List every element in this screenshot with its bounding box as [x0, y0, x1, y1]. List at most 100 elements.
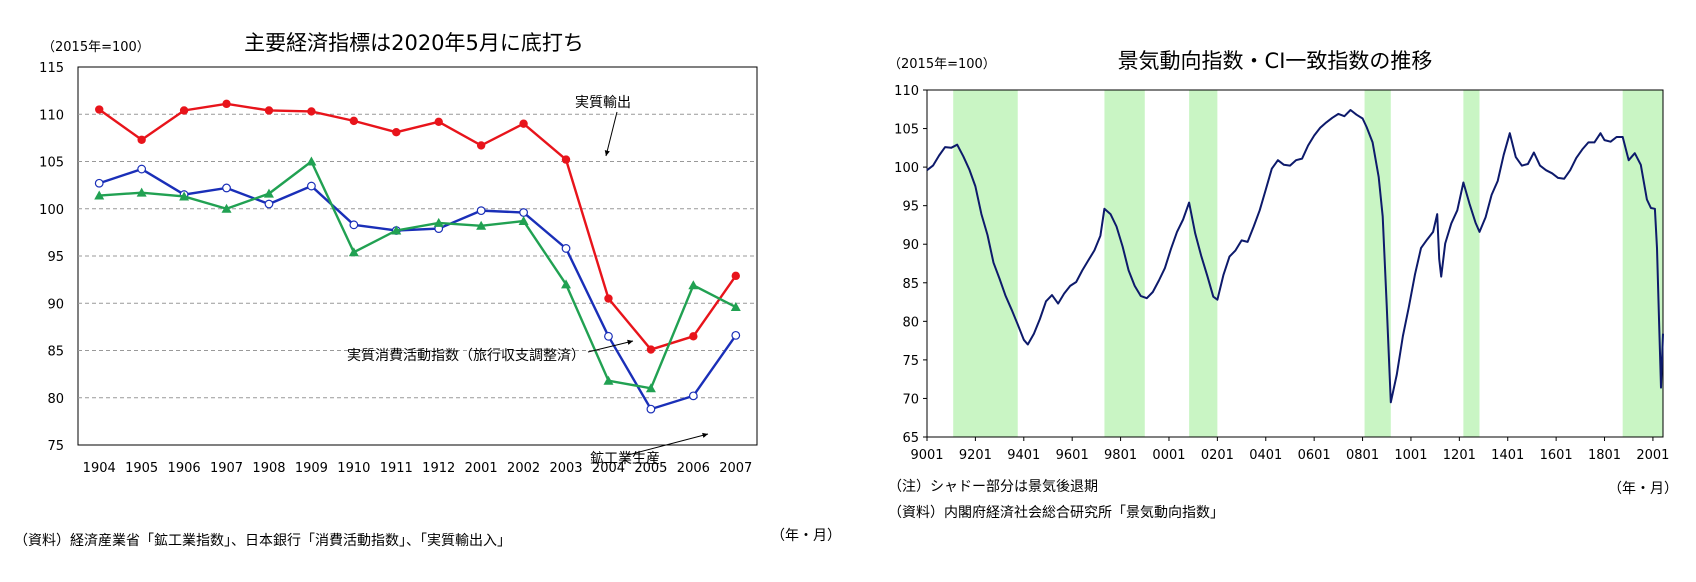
left-series-point [645, 383, 656, 393]
left-series-line-2 [99, 159, 737, 390]
right-x-tick-label: 0401 [1249, 448, 1282, 463]
left-x-tick-label: 1911 [380, 461, 413, 476]
right-recession-band [1104, 90, 1145, 437]
left-series-point [221, 203, 232, 213]
right-recession-band [953, 90, 1018, 437]
left-x-tick-label: 2003 [549, 461, 582, 476]
right-chart-note: （注）シャドー部分は景気後退期 [888, 479, 1098, 495]
right-x-tick-label: 1801 [1588, 448, 1621, 463]
left-series-point [222, 99, 231, 109]
left-series-point [136, 187, 147, 197]
left-chart-x-unit-label: （年・月） [771, 528, 841, 544]
right-x-tick-label: 2001 [1636, 448, 1669, 463]
left-series-point [433, 217, 444, 227]
right-y-tick-label: 95 [902, 200, 919, 215]
left-y-tick-label: 115 [39, 61, 64, 76]
left-series-point [434, 117, 443, 127]
left-chart-title: 主要経済指標は2020年5月に底打ち [244, 31, 584, 55]
left-series-label-arrowhead [627, 339, 633, 345]
left-series-label: 実質消費活動指数（旅行収支調整済） [347, 348, 585, 364]
left-series-point [646, 345, 656, 354]
left-series-label-arrow [587, 340, 634, 353]
left-series-point [137, 164, 147, 174]
left-x-tick-label: 1904 [83, 461, 116, 476]
right-y-tick-label: 100 [894, 161, 919, 176]
left-series-point [561, 244, 571, 253]
right-recession-band [1463, 90, 1480, 437]
right-x-tick-label: 0001 [1152, 448, 1185, 463]
right-x-tick-label: 9601 [1056, 448, 1089, 463]
right-y-tick-label: 70 [902, 392, 919, 407]
left-series-point [307, 107, 316, 116]
left-series-point [519, 208, 528, 217]
left-series-label: 鉱工業生産 [590, 450, 660, 467]
left-y-tick-label: 80 [47, 392, 64, 407]
right-x-tick-label: 1601 [1540, 448, 1573, 463]
left-series-point [264, 106, 274, 115]
right-recession-band [1622, 90, 1663, 437]
left-y-tick-label: 95 [47, 250, 64, 265]
right-recession-band [1364, 90, 1391, 437]
left-series-point [306, 156, 317, 166]
left-series-point [349, 116, 359, 126]
right-chart-source: （資料）内閣府経済社会総合研究所「景気動向指数」 [888, 505, 1224, 521]
left-x-tick-label: 2002 [507, 461, 540, 476]
left-x-tick-label: 1906 [168, 461, 201, 476]
left-x-tick-label: 1908 [252, 461, 285, 476]
left-y-tick-label: 105 [39, 156, 64, 171]
left-y-tick-label: 85 [47, 345, 64, 360]
left-series-point [94, 178, 104, 188]
left-series-point [561, 279, 572, 289]
left-series-line-1 [98, 167, 737, 411]
right-x-tick-label: 9001 [910, 448, 943, 463]
left-series-point [94, 190, 105, 200]
right-x-tick-label: 1401 [1491, 448, 1524, 463]
left-series-point [688, 280, 699, 290]
left-series-point [604, 331, 613, 341]
right-chart-x-unit-label: （年・月） [1608, 481, 1678, 497]
right-chart-title: 景気動向指数・CI一致指数の推移 [1118, 49, 1433, 73]
right-x-tick-label: 1201 [1443, 448, 1476, 463]
left-series-point [263, 188, 274, 198]
right-x-tick-label: 0601 [1298, 448, 1331, 463]
left-x-tick-label: 1905 [125, 461, 158, 476]
left-series-point [476, 141, 486, 150]
left-y-tick-label: 75 [47, 439, 64, 454]
left-series-label-arrowhead [702, 432, 708, 438]
left-x-tick-label: 1909 [295, 461, 328, 476]
left-series-point [349, 220, 359, 230]
right-y-tick-label: 75 [902, 354, 919, 369]
right-x-tick-label: 9201 [959, 448, 992, 463]
right-x-tick-label: 9401 [1007, 448, 1040, 463]
left-series-point [307, 181, 316, 191]
left-series-point [689, 332, 698, 341]
right-y-tick-label: 90 [902, 238, 919, 253]
left-series-point [391, 225, 402, 235]
left-chart: 75 80 85 90 95 100 105 110 115 1904 1905 1906 1907 19… [39, 61, 758, 476]
left-series-point [603, 375, 614, 385]
left-series-point [348, 247, 359, 257]
left-series-point [392, 128, 401, 137]
right-x-tick-label: 1001 [1394, 448, 1427, 463]
right-y-tick-label: 85 [902, 277, 919, 292]
left-series-point [519, 119, 528, 128]
right-plot-area [927, 90, 1663, 437]
right-y-tick-label: 80 [902, 315, 919, 330]
left-x-tick-label: 2001 [465, 461, 498, 476]
left-x-tick-label: 2004 [592, 461, 625, 476]
right-x-tick-label: 9801 [1104, 448, 1137, 463]
left-series-label-arrow [605, 111, 618, 157]
left-y-tick-label: 110 [39, 108, 64, 123]
left-series-point [688, 391, 698, 401]
left-series-point [264, 199, 274, 209]
left-series-point [730, 302, 741, 312]
right-x-tick-label: 0801 [1346, 448, 1379, 463]
right-chart: 65 70 75 80 85 90 95 100 105 110 9001 9201 9401 9601 9… [894, 84, 1669, 463]
left-x-tick-label: 2005 [634, 461, 667, 476]
left-series-point [179, 106, 189, 115]
right-chart-unit-label: （2015年=100） [888, 57, 996, 72]
right-y-tick-label: 105 [894, 123, 919, 138]
right-ci-line [926, 109, 1664, 404]
left-series-label-arrowhead [604, 150, 610, 156]
